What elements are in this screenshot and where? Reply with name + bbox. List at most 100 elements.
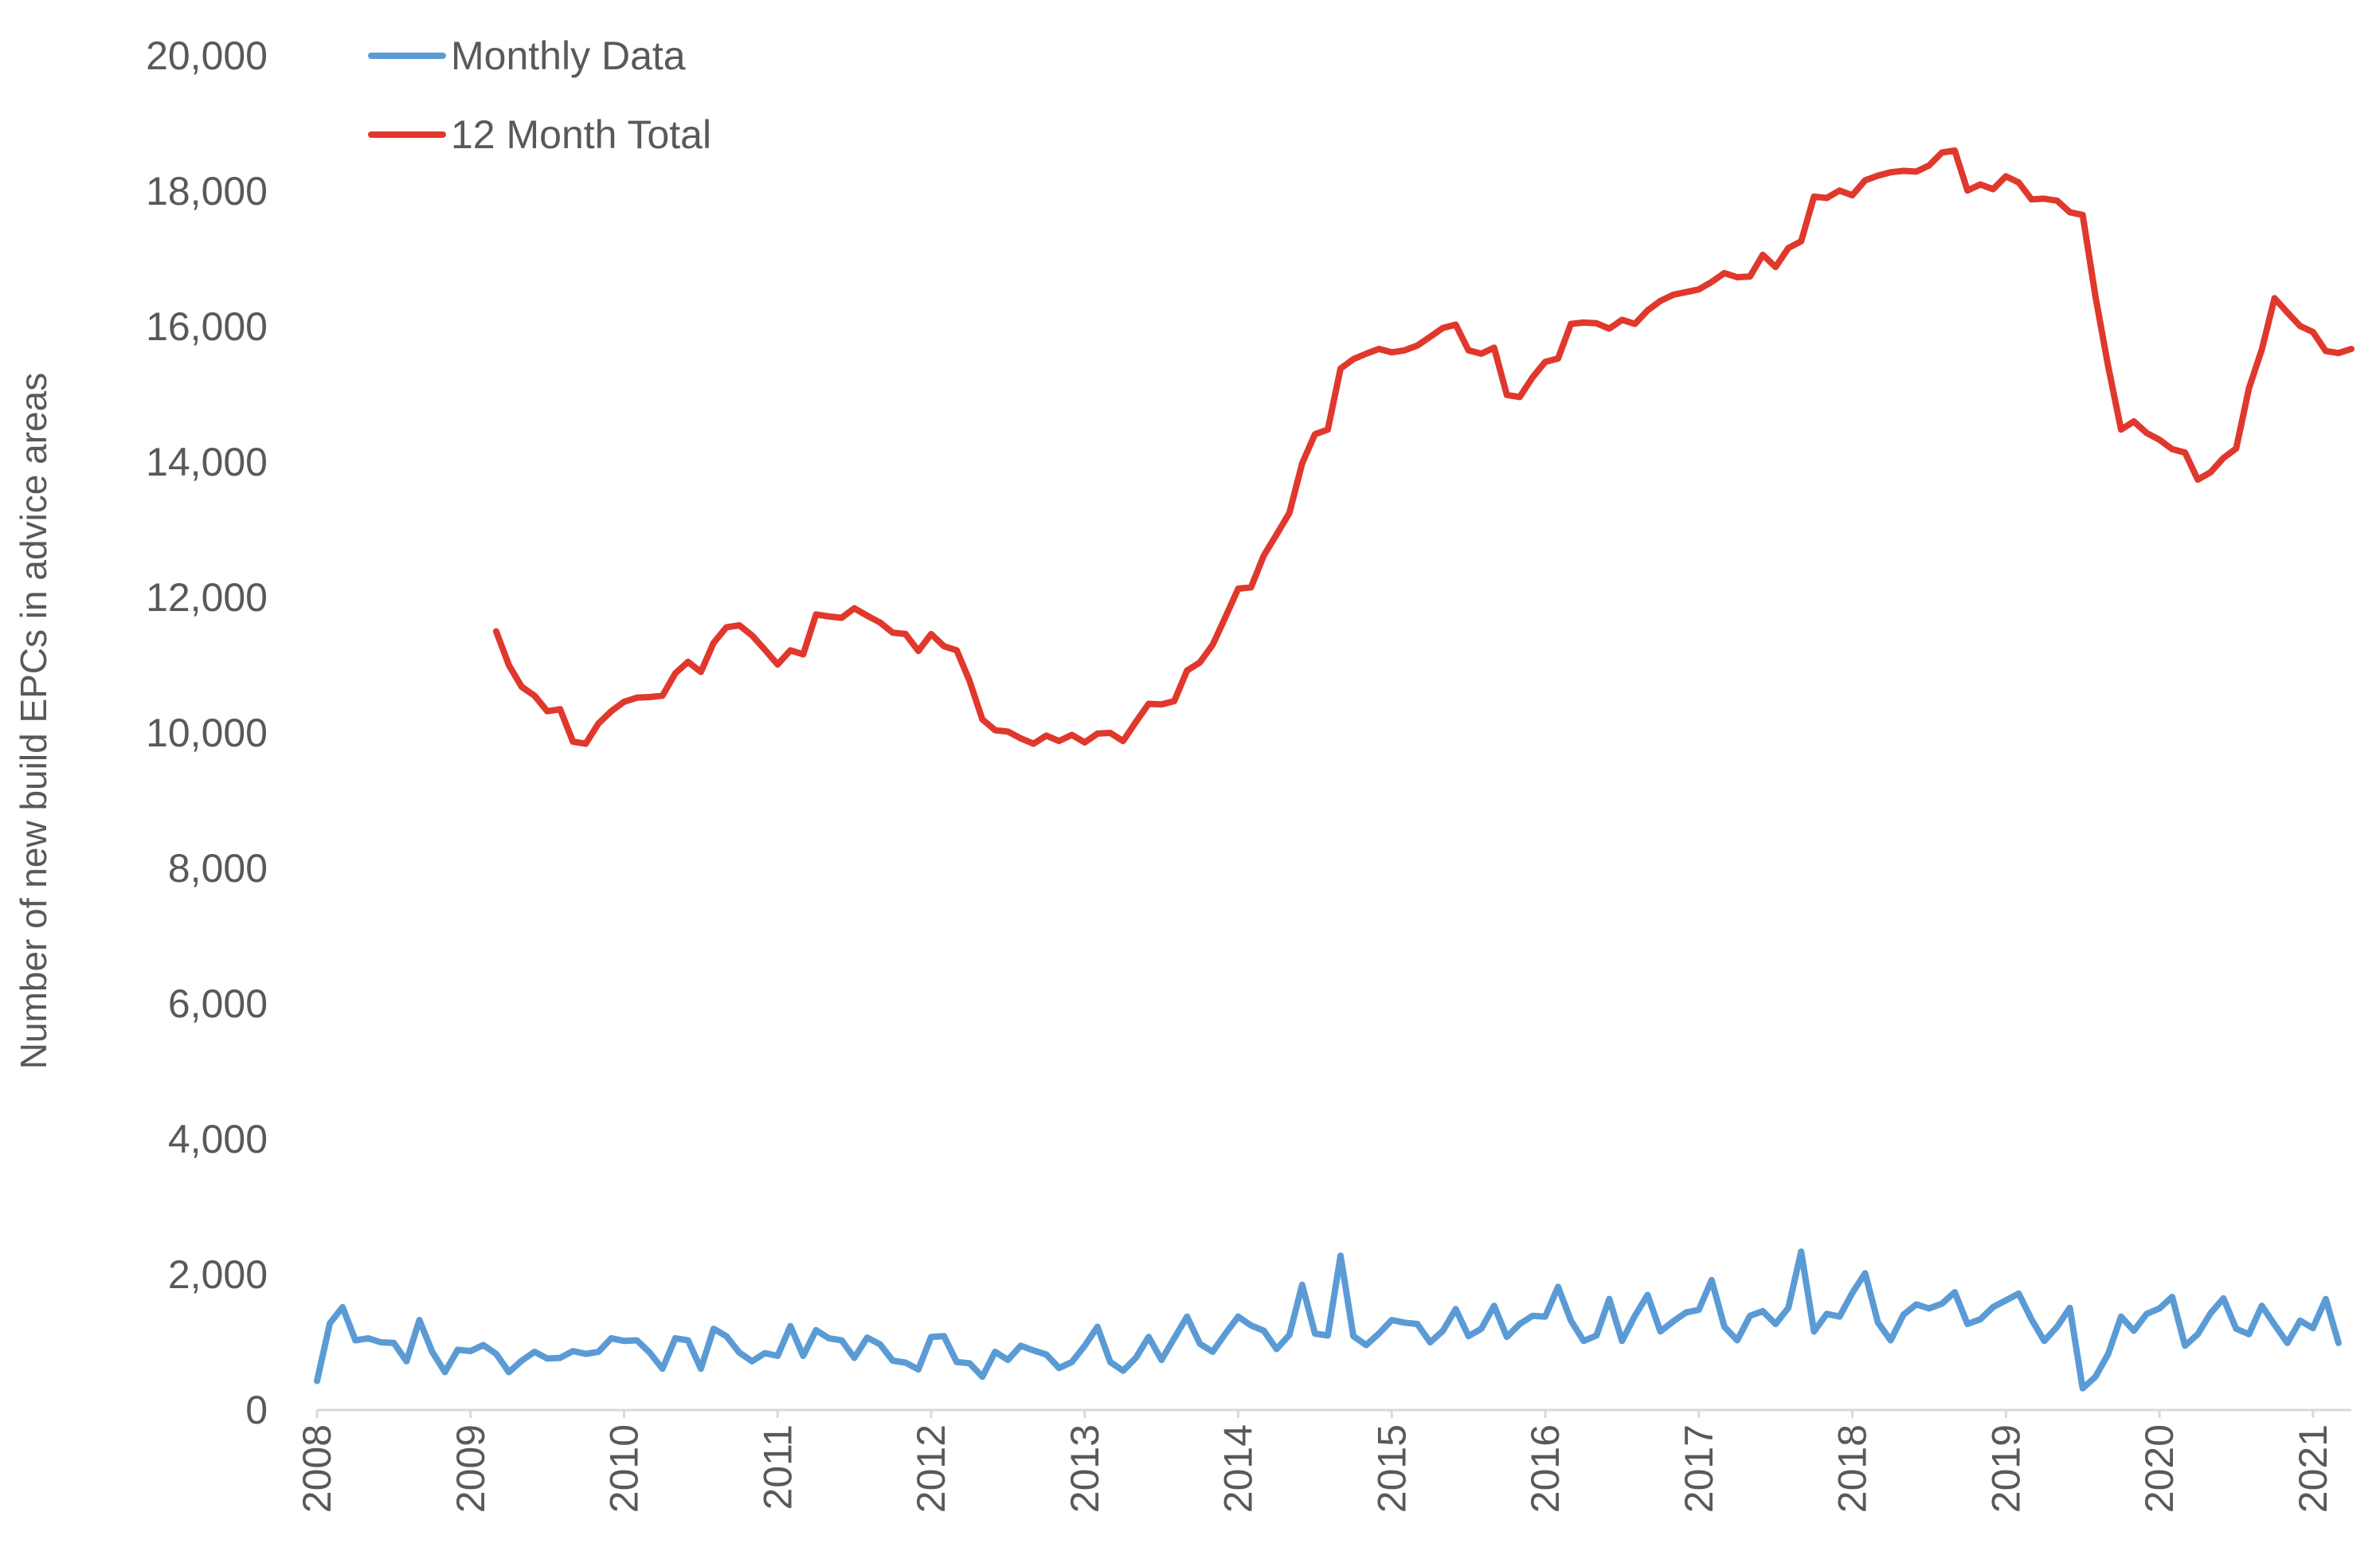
- data-point: [854, 1357, 855, 1358]
- data-point: [1046, 1353, 1047, 1355]
- data-point: [1941, 1303, 1943, 1304]
- data-point: [2030, 1318, 2032, 1320]
- data-point: [1749, 1315, 1751, 1317]
- data-point: [2312, 331, 2314, 333]
- data-point: [2338, 352, 2339, 354]
- data-point: [879, 1344, 881, 1345]
- data-point: [1967, 1323, 1968, 1325]
- data-point: [1097, 733, 1098, 734]
- data-point: [1749, 276, 1751, 277]
- data-point: [534, 695, 535, 696]
- data-point: [1046, 734, 1047, 736]
- data-point: [2120, 429, 2122, 430]
- data-point: [2312, 1327, 2314, 1329]
- data-point: [1928, 1308, 1930, 1309]
- data-point: [2069, 211, 2071, 213]
- series-monthly-data: [314, 1248, 2342, 1392]
- data-point: [1416, 1323, 1418, 1325]
- data-point: [713, 1328, 714, 1330]
- data-point: [1161, 703, 1162, 705]
- data-point: [1621, 1340, 1623, 1342]
- data-point: [508, 664, 510, 666]
- data-point: [687, 1340, 689, 1341]
- data-point: [1787, 247, 1789, 249]
- data-point: [1583, 322, 1584, 323]
- data-point: [649, 1352, 651, 1353]
- series-layer: [314, 147, 2355, 1392]
- data-point: [969, 1362, 970, 1364]
- data-point: [930, 633, 932, 635]
- data-point: [1430, 1342, 1431, 1343]
- data-point: [354, 1340, 356, 1341]
- data-point: [777, 1355, 778, 1357]
- data-point: [649, 696, 651, 698]
- data-point: [981, 719, 983, 720]
- y-tick-label: 8,000: [168, 846, 268, 891]
- data-point: [1775, 266, 1776, 268]
- data-point: [1403, 1322, 1405, 1323]
- data-point: [2133, 421, 2135, 422]
- data-point: [1647, 310, 1648, 311]
- data-point: [1890, 171, 1892, 173]
- y-axis-label: Number of new build EPCs in advice areas: [13, 373, 54, 1069]
- data-point: [1455, 324, 1457, 325]
- data-point: [636, 697, 638, 699]
- data-point: [2159, 1308, 2160, 1309]
- data-point: [1557, 358, 1559, 359]
- data-point: [2044, 198, 2045, 199]
- data-point: [726, 1335, 727, 1337]
- data-point: [1544, 1316, 1546, 1318]
- data-point: [1455, 1308, 1457, 1310]
- data-point: [2261, 349, 2263, 351]
- data-point: [2044, 1340, 2045, 1342]
- data-point: [1595, 1335, 1597, 1336]
- data-point: [1685, 1312, 1687, 1314]
- data-point: [1941, 152, 1943, 153]
- data-point: [2274, 1324, 2276, 1326]
- data-point: [969, 680, 970, 682]
- x-axis-tick-marks: [315, 1410, 2315, 1418]
- data-point: [1238, 1316, 1239, 1318]
- data-point: [1071, 734, 1073, 735]
- data-point: [1378, 348, 1380, 350]
- data-point: [1787, 1307, 1789, 1309]
- data-point: [2120, 1316, 2122, 1318]
- data-point: [1238, 588, 1239, 590]
- data-point: [1877, 175, 1879, 176]
- data-point: [726, 626, 727, 628]
- y-tick-label: 16,000: [146, 304, 268, 349]
- data-point: [1519, 396, 1521, 398]
- x-tick-label: 2008: [295, 1424, 339, 1513]
- data-point: [713, 642, 714, 644]
- data-point: [943, 1335, 945, 1337]
- y-axis-tick-labels: 0 2,000 4,000 6,000 8,000 10,000 12,000 14,000 1…: [146, 33, 268, 1432]
- data-point: [1071, 1361, 1073, 1363]
- x-axis-tick-labels: 2008 2009 2010 2011 2012 2013 2014 2015 2016 2017…: [295, 1424, 2335, 1513]
- x-tick-label: 2015: [1369, 1424, 1414, 1513]
- data-point: [585, 743, 586, 745]
- y-tick-label: 6,000: [168, 981, 268, 1026]
- data-point: [1903, 1314, 1904, 1315]
- data-point: [1352, 358, 1354, 360]
- data-point: [585, 1353, 586, 1354]
- data-point: [2082, 1388, 2084, 1389]
- data-point: [994, 1351, 996, 1353]
- data-point: [2287, 311, 2288, 313]
- x-tick-label: 2018: [1830, 1424, 1875, 1513]
- data-point: [1173, 700, 1175, 702]
- data-point: [1161, 1359, 1162, 1361]
- x-tick-label: 2009: [448, 1424, 493, 1513]
- data-point: [1992, 1306, 1994, 1308]
- data-point: [2222, 457, 2224, 459]
- data-point: [943, 645, 945, 647]
- y-tick-label: 0: [245, 1388, 268, 1432]
- data-point: [2018, 182, 2019, 183]
- series-12-month-total: [492, 147, 2355, 747]
- data-point: [1736, 1340, 1738, 1341]
- data-point: [1416, 345, 1418, 347]
- data-point: [1481, 1328, 1482, 1330]
- data-point: [1736, 276, 1738, 278]
- data-point: [470, 1350, 472, 1352]
- x-tick-label: 2017: [1677, 1424, 1721, 1513]
- data-point: [2210, 1313, 2211, 1314]
